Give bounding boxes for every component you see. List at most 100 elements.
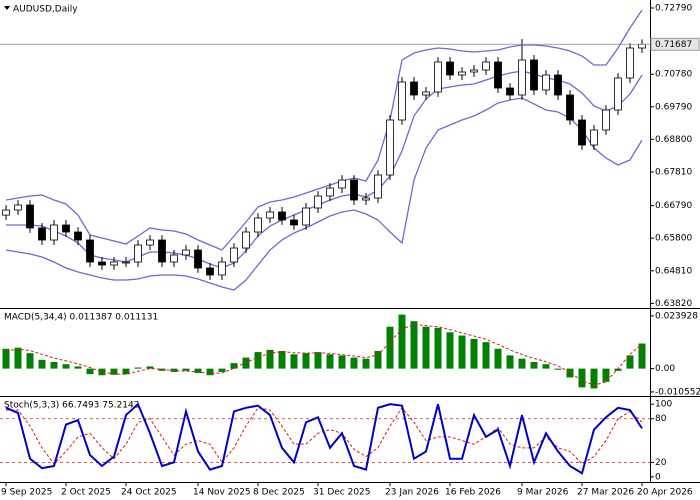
- x-tick-label: 24 Oct 2025: [121, 488, 177, 498]
- stoch-title: Stoch(5,3,3) 66.7493 75.2142: [4, 401, 139, 411]
- macd-bar: [14, 347, 22, 369]
- candle-body: [26, 204, 34, 229]
- stoch-main: [5, 402, 643, 475]
- candle-body: [590, 129, 598, 146]
- candle-body: [98, 261, 106, 266]
- macd-bar: [470, 338, 478, 369]
- candle-body: [278, 211, 286, 221]
- macd-bar: [434, 327, 442, 369]
- candle-body: [338, 179, 346, 189]
- x-tick-label: 31 Dec 2025: [313, 488, 371, 498]
- y-tick-label: 0.00: [655, 364, 675, 374]
- candle-body: [470, 69, 478, 73]
- candle-body: [50, 224, 58, 241]
- macd-bar: [62, 364, 70, 369]
- macd-bar: [638, 343, 646, 369]
- macd-bar: [194, 368, 202, 374]
- candle-body: [146, 239, 154, 246]
- macd-bar: [242, 357, 250, 369]
- candle-body: [506, 87, 514, 96]
- macd-bar: [290, 354, 298, 369]
- candle-body: [14, 204, 22, 211]
- macd-bar: [230, 363, 238, 369]
- current-price-box: [650, 37, 700, 51]
- candle-body: [494, 61, 502, 89]
- candle-body: [542, 74, 550, 91]
- x-tick-label: 27 Mar 2026: [577, 488, 634, 498]
- macd-bar: [626, 355, 634, 369]
- candle-body: [482, 61, 490, 71]
- macd-bar: [518, 358, 526, 369]
- macd-bar: [446, 332, 454, 369]
- macd-bar: [206, 368, 214, 376]
- macd-bar: [266, 349, 274, 369]
- candle-body: [182, 249, 190, 256]
- macd-bar: [578, 368, 586, 388]
- macd-bar: [278, 350, 286, 369]
- x-tick-label: 9 Sep 2025: [1, 488, 52, 498]
- candle-body: [626, 47, 634, 79]
- macd-bar: [38, 359, 46, 369]
- candle-body: [446, 61, 454, 76]
- bollinger-upper: [5, 9, 643, 251]
- candle-body: [602, 109, 610, 131]
- candle-body: [554, 74, 562, 96]
- candle-body: [614, 77, 622, 111]
- candle-body: [386, 119, 394, 176]
- macd-bar: [614, 368, 622, 371]
- candle-body: [74, 231, 82, 241]
- candle-body: [230, 247, 238, 263]
- candle-body: [170, 254, 178, 263]
- candle-body: [326, 187, 334, 197]
- candle-body: [86, 239, 94, 263]
- y-tick-label: 0.68800: [655, 135, 692, 145]
- macd-bar: [86, 368, 94, 375]
- candle-body: [578, 119, 586, 146]
- y-tick-label: 0.67810: [655, 167, 692, 177]
- y-tick-label: 0.69790: [655, 102, 692, 112]
- y-tick-label: 100: [655, 400, 672, 410]
- macd-bar: [386, 326, 394, 369]
- candle-body: [206, 267, 214, 276]
- x-tick-label: 23 Jan 2026: [385, 488, 439, 498]
- candle-body: [2, 209, 10, 216]
- candle-body: [434, 61, 442, 93]
- macd-bar: [134, 367, 142, 369]
- macd-bar: [338, 355, 346, 369]
- y-tick-label: 0: [655, 472, 661, 482]
- y-tick-label: 0.72790: [655, 4, 692, 14]
- candle-body: [458, 71, 466, 76]
- chart-title: AUDUSD,Daily: [13, 5, 78, 15]
- candle-body: [422, 91, 430, 96]
- macd-bar: [398, 314, 406, 369]
- bollinger-lower: [5, 97, 643, 291]
- symbol-menu-icon: [4, 6, 10, 10]
- candle-body: [350, 179, 358, 201]
- macd-bar: [74, 366, 82, 369]
- macd-bar: [590, 368, 598, 389]
- macd-title: MACD(5,34,4) 0.011387 0.011131: [4, 313, 158, 323]
- macd-bar: [170, 368, 178, 372]
- macd-bar: [182, 368, 190, 371]
- macd-bar: [302, 353, 310, 369]
- macd-bar: [422, 326, 430, 369]
- y-tick-label: 20: [655, 458, 667, 468]
- macd-bar: [362, 358, 370, 369]
- macd-bar: [314, 352, 322, 369]
- macd-bar: [110, 368, 118, 375]
- y-tick-label: 0.64810: [655, 266, 692, 276]
- macd-bar: [122, 368, 130, 375]
- candle-body: [266, 211, 274, 219]
- candle-body: [254, 217, 262, 233]
- macd-bar: [146, 366, 154, 369]
- candle-body: [290, 219, 298, 226]
- candle-body: [158, 239, 166, 263]
- macd-bar: [530, 362, 538, 369]
- macd-bar: [2, 348, 10, 369]
- candle-body: [566, 94, 574, 121]
- macd-bar: [98, 368, 106, 376]
- x-tick-label: 8 Dec 2025: [253, 488, 305, 498]
- candle-body: [518, 59, 526, 96]
- candle-body: [194, 249, 202, 269]
